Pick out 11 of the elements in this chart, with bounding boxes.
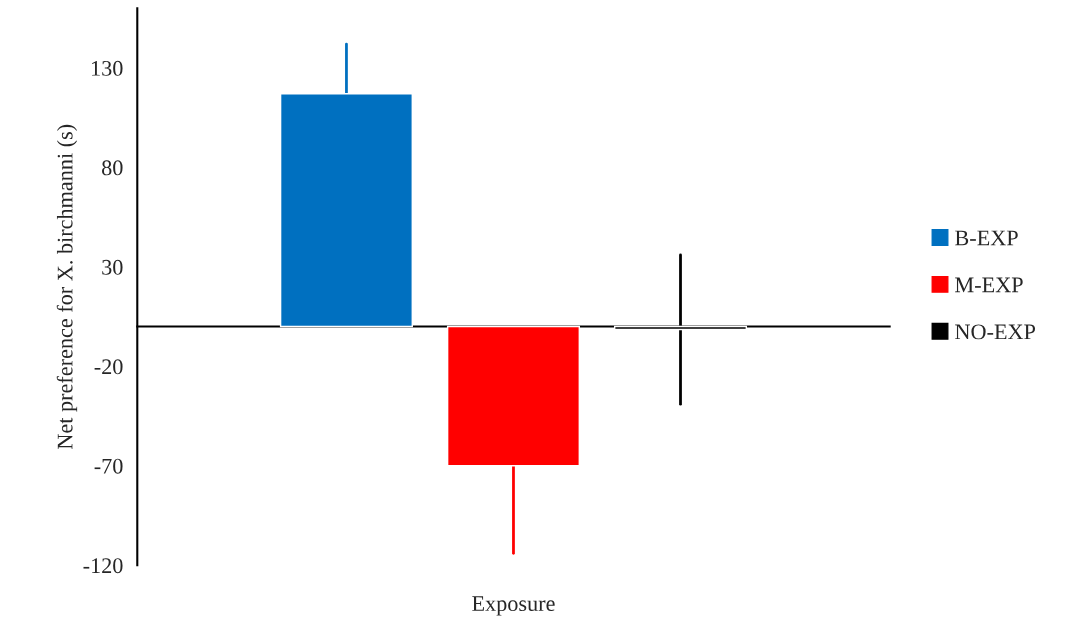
legend-label: M-EXP bbox=[955, 277, 1023, 293]
y-axis-title: Net preference for X. birchmanni (s) bbox=[56, 124, 78, 449]
y-tick-label: 30 bbox=[102, 259, 123, 275]
y-tick-label: -70 bbox=[94, 458, 123, 474]
y-tick-label: 130 bbox=[92, 60, 123, 76]
legend-label: NO-EXP bbox=[955, 324, 1036, 340]
y-tick-label: -120 bbox=[83, 558, 123, 574]
y-tick-label: -20 bbox=[94, 359, 123, 375]
legend-label: B-EXP bbox=[955, 230, 1018, 246]
y-tick-label: 80 bbox=[102, 160, 123, 176]
x-axis-title: Exposure bbox=[472, 596, 555, 616]
